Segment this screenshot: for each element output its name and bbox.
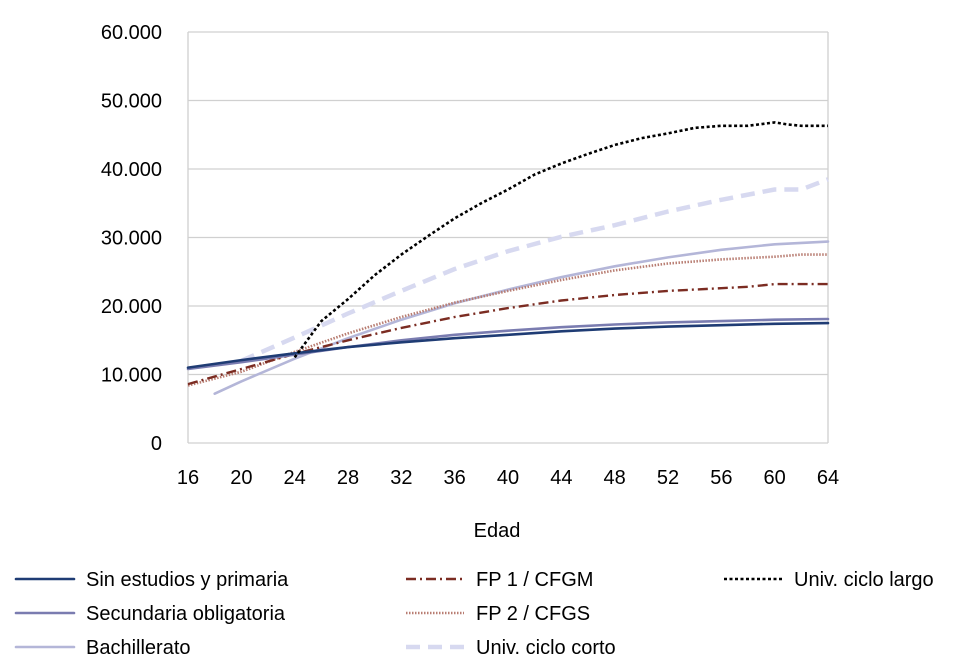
- x-tick-label: 52: [657, 467, 679, 489]
- legend-item-secundaria-obligatoria: Secundaria obligatoria: [14, 603, 286, 625]
- legend-item-bachillerato: Bachillerato: [14, 637, 191, 657]
- legend-label: Sin estudios y primaria: [86, 569, 289, 591]
- y-tick-label: 30.000: [101, 228, 162, 250]
- legend-label: Bachillerato: [86, 637, 191, 657]
- series-line-fp-2-cfgs: [187, 253, 828, 387]
- x-tick-label: 64: [817, 467, 839, 489]
- legend-item-fp-2-cfgs: FP 2 / CFGS: [406, 603, 590, 625]
- series-line-univ-ciclo-largo: [293, 121, 828, 359]
- series-line-sin-estudios-y-primaria: [186, 321, 830, 369]
- series-layer: [186, 121, 830, 395]
- legend-item-sin-estudios-y-primaria: Sin estudios y primaria: [14, 569, 289, 591]
- x-tick-label: 28: [337, 467, 359, 489]
- legend-item-univ-ciclo-largo: Univ. ciclo largo: [724, 569, 934, 591]
- x-tick-label: 16: [177, 467, 199, 489]
- plot-area: [187, 32, 829, 443]
- legend-label: Univ. ciclo corto: [476, 637, 616, 657]
- x-tick-label: 44: [550, 467, 572, 489]
- series-line-fp-1-cfgm: [187, 282, 828, 386]
- y-tick-label: 0: [151, 433, 162, 455]
- legend: Sin estudios y primaria Secundaria obliga…: [14, 569, 934, 657]
- x-tick-label: 36: [444, 467, 466, 489]
- legend-label: FP 1 / CFGM: [476, 569, 593, 591]
- y-tick-label: 50.000: [101, 91, 162, 113]
- x-tick-label: 40: [497, 467, 519, 489]
- series-line-univ-ciclo-corto: [240, 177, 829, 363]
- legend-item-fp-1-cfgm: FP 1 / CFGM: [406, 569, 593, 591]
- series-line-bachillerato: [213, 240, 830, 395]
- legend-label: FP 2 / CFGS: [476, 603, 590, 625]
- y-tick-label: 10.000: [101, 365, 162, 387]
- y-tick-label: 20.000: [101, 296, 162, 318]
- x-axis: 16 20 24 28 32 36 40 44 48 52 56 60 64: [177, 467, 839, 489]
- x-tick-label: 60: [764, 467, 786, 489]
- grid-lines: [188, 31, 828, 444]
- x-tick-label: 20: [230, 467, 252, 489]
- y-tick-label: 40.000: [101, 159, 162, 181]
- x-axis-label: Edad: [474, 520, 521, 542]
- x-tick-label: 24: [284, 467, 306, 489]
- y-tick-label: 60.000: [101, 22, 162, 44]
- x-tick-label: 32: [390, 467, 412, 489]
- legend-label: Secundaria obligatoria: [86, 603, 286, 625]
- x-tick-label: 48: [604, 467, 626, 489]
- y-axis: 0 10.000 20.000 30.000 40.000 50.000 60.000: [101, 22, 162, 455]
- x-tick-label: 56: [710, 467, 732, 489]
- legend-item-univ-ciclo-corto: Univ. ciclo corto: [406, 637, 616, 657]
- legend-label: Univ. ciclo largo: [794, 569, 934, 591]
